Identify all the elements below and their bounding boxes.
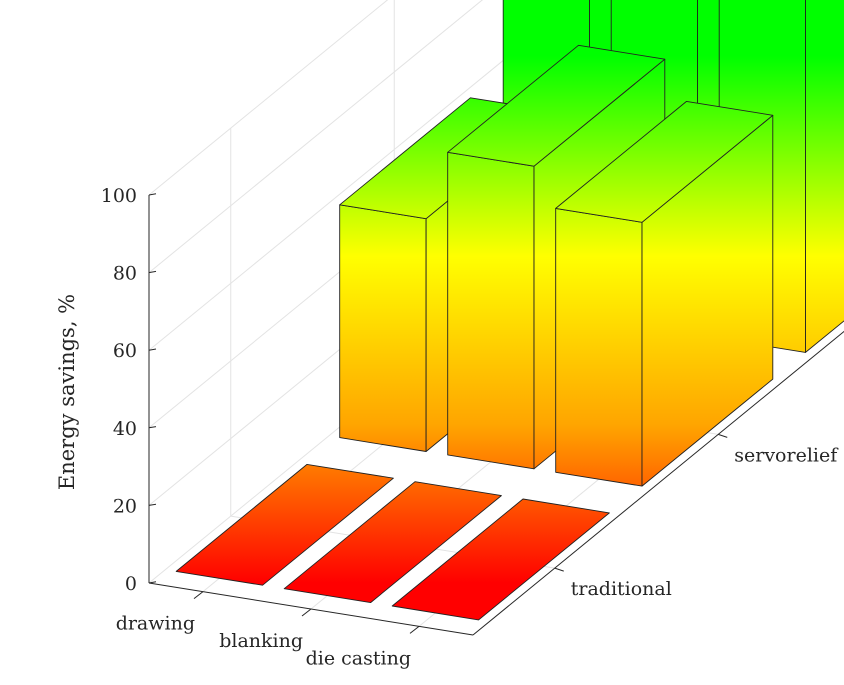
- y-tick: [718, 433, 728, 438]
- bar-layer: [175, 0, 844, 621]
- bar-top-face: [391, 498, 610, 621]
- x-tick-label: drawing: [116, 613, 195, 635]
- bar-front-face: [339, 204, 427, 452]
- z-tick: [148, 503, 157, 506]
- z-tick: [148, 193, 157, 196]
- z-tick-label: 60: [113, 340, 137, 362]
- bar-side-face: [805, 0, 844, 353]
- bar: [391, 498, 610, 621]
- z-tick: [148, 581, 157, 584]
- x-tick-label: blanking: [219, 630, 303, 652]
- z-tick: [148, 426, 157, 429]
- z-gridline: [148, 0, 484, 273]
- x-tick: [409, 625, 420, 634]
- x-tick: [301, 608, 312, 617]
- y-tick: [554, 567, 564, 572]
- z-tick-label: 100: [101, 185, 137, 207]
- label-layer: Energy savings, % 0 20 40 60 80 100 drawing bla…: [55, 185, 839, 669]
- x-tick-label: die casting: [306, 647, 411, 669]
- z-tick-label: 0: [125, 573, 137, 595]
- bar-front-face: [555, 207, 643, 487]
- y-axis-label: Energy savings, %: [55, 294, 79, 490]
- z-tick-label: 80: [113, 263, 137, 285]
- bar: [175, 463, 394, 586]
- y-axis: [472, 330, 844, 636]
- bar-top-face: [555, 100, 774, 223]
- bar-top-face: [447, 44, 666, 167]
- z-gridline: [148, 0, 578, 351]
- z-tick-label: 40: [113, 418, 137, 440]
- bar: [555, 100, 774, 487]
- z-tick-label: 20: [113, 495, 137, 517]
- bar-top-face: [283, 481, 502, 604]
- axis-layer: [148, 193, 844, 636]
- z-gridline: [148, 0, 389, 196]
- y-tick-label: servorelief: [734, 444, 839, 466]
- z-tick: [148, 270, 157, 274]
- z-tick: [148, 348, 157, 351]
- x-tick: [193, 591, 204, 600]
- y-tick-label: traditional: [571, 578, 672, 600]
- bar: [283, 481, 502, 604]
- bar-top-face: [175, 463, 394, 586]
- bar-front-face: [447, 151, 535, 470]
